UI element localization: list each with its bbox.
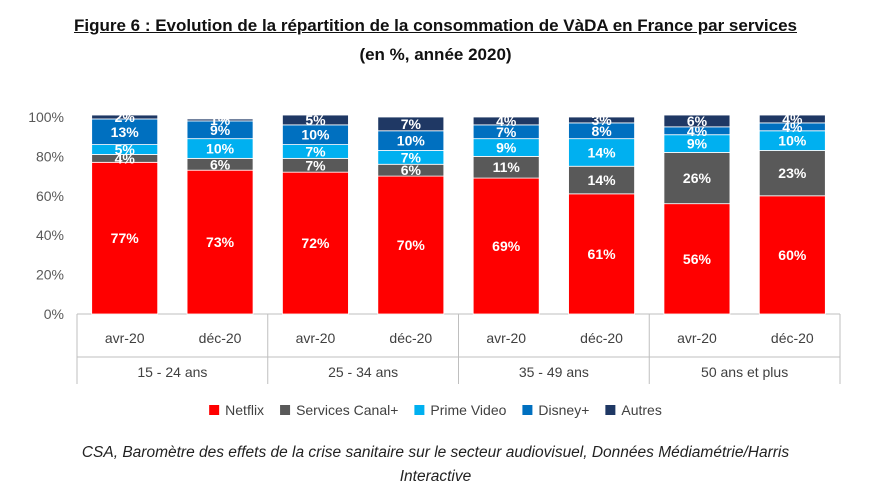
bar-segment: [186, 118, 254, 122]
x-tick-label: déc-20: [199, 330, 242, 346]
bar-segment: [91, 114, 159, 120]
data-label: 7%: [305, 143, 326, 159]
data-label: 9%: [496, 140, 517, 156]
data-label: 9%: [210, 122, 231, 138]
bar-segment: [282, 171, 349, 315]
data-label: 1%: [210, 112, 231, 128]
bar-segment: [663, 152, 731, 205]
group-label: 35 - 49 ans: [519, 364, 589, 380]
data-label: 7%: [496, 124, 517, 140]
bar-segment: [568, 116, 635, 124]
data-label: 7%: [401, 116, 422, 132]
data-label: 61%: [588, 246, 617, 262]
stacked-bar-chart: 0% 20% 40% 60% 80% 100% 77% 4% 5% 13%2% avr-20 73% 6…: [28, 109, 841, 418]
data-label: 26%: [683, 170, 712, 186]
legend-label: Netflix: [225, 402, 264, 418]
data-label: 7%: [305, 157, 326, 173]
y-tick-label: 20%: [36, 267, 64, 283]
data-label: 2%: [115, 109, 136, 125]
data-label: 3%: [591, 112, 612, 128]
chart-title: Figure 6 : Evolution de la répartition d…: [0, 16, 871, 36]
data-label: 72%: [301, 235, 330, 251]
legend-label: Autres: [621, 402, 661, 418]
legend-label: Prime Video: [430, 402, 506, 418]
data-label: 69%: [492, 238, 521, 254]
bar-segment: [91, 161, 159, 315]
y-tick-label: 40%: [36, 227, 64, 243]
data-label: 5%: [305, 112, 326, 128]
data-label: 8%: [591, 123, 612, 139]
data-label: 10%: [301, 127, 330, 143]
bar-segment: [758, 114, 826, 124]
data-label: 23%: [778, 165, 807, 181]
bar-segment: [377, 175, 445, 315]
data-label: 11%: [493, 159, 521, 175]
group-label: 25 - 34 ans: [328, 364, 398, 380]
source-note-line1: CSA, Baromètre des effets de la crise sa…: [81, 444, 790, 461]
data-label: 70%: [397, 237, 426, 253]
data-label: 9%: [687, 136, 708, 152]
legend-swatch: [280, 405, 291, 415]
y-tick-label: 80%: [36, 148, 64, 164]
data-label: 4%: [782, 111, 803, 127]
bar-segment: [377, 116, 445, 132]
data-label: 10%: [206, 141, 235, 157]
chart-subtitle: (en %, année 2020): [359, 45, 512, 64]
group-label: 50 ans et plus: [701, 364, 788, 380]
legend-swatch: [605, 405, 616, 415]
x-tick-label: avr-20: [677, 330, 717, 346]
bar-segment: [91, 118, 159, 145]
bar-segment: [663, 114, 731, 128]
legend-label: Disney+: [538, 402, 589, 418]
data-label: 73%: [206, 234, 235, 250]
bar-segment: [282, 114, 349, 126]
data-label: 5%: [115, 142, 136, 158]
data-label: 6%: [401, 162, 422, 178]
source-note-line2: Interactive: [399, 468, 472, 485]
chart-title-text: Figure 6 : Evolution de la répartition d…: [73, 16, 797, 35]
bar-segment: [758, 195, 826, 315]
legend-swatch: [209, 405, 220, 415]
data-label: 77%: [111, 230, 140, 246]
bar-segment: [472, 116, 540, 126]
y-tick-label: 0%: [44, 306, 64, 322]
bar-segment: [568, 193, 635, 315]
y-tick-label: 100%: [28, 109, 64, 125]
data-label: 14%: [588, 172, 617, 188]
bar-segment: [663, 203, 731, 315]
x-tick-label: avr-20: [296, 330, 336, 346]
group-label: 15 - 24 ans: [137, 364, 207, 380]
y-tick-label: 60%: [36, 188, 64, 204]
data-label: 14%: [588, 144, 617, 160]
x-tick-label: avr-20: [486, 330, 526, 346]
data-label: 56%: [683, 251, 712, 267]
bar-segment: [472, 177, 540, 315]
legend-swatch: [414, 405, 425, 415]
x-tick-label: déc-20: [580, 330, 623, 346]
bar-segment: [568, 138, 635, 167]
bar-segment: [186, 169, 254, 315]
legend-label: Services Canal+: [296, 402, 398, 418]
x-tick-label: avr-20: [105, 330, 145, 346]
data-label: 6%: [687, 113, 708, 129]
legend-swatch: [522, 405, 533, 415]
x-tick-label: déc-20: [389, 330, 432, 346]
data-label: 7%: [401, 149, 422, 165]
data-label: 10%: [397, 133, 426, 149]
x-tick-label: déc-20: [771, 330, 814, 346]
data-label: 6%: [210, 156, 231, 172]
data-label: 10%: [778, 133, 807, 149]
data-label: 4%: [496, 113, 517, 129]
data-label: 13%: [111, 124, 140, 140]
data-label: 60%: [778, 247, 807, 263]
